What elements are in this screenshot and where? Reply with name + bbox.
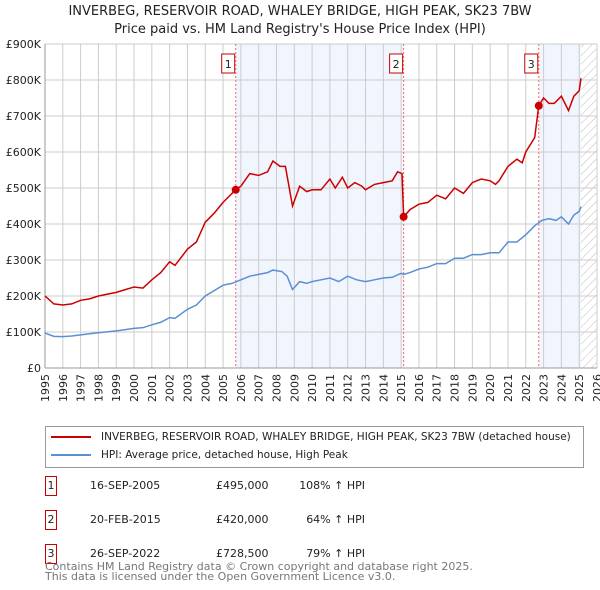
x-tick-label: 2001 (146, 374, 159, 402)
x-tick-label: 2012 (342, 374, 355, 402)
x-tick-label: 2020 (484, 374, 497, 402)
sale-date: 16-SEP-2005 (90, 479, 161, 492)
x-tick-label: 2010 (306, 374, 319, 402)
x-tick-label: 2014 (377, 374, 390, 402)
footer: Contains HM Land Registry data © Crown c… (45, 560, 473, 583)
x-tick-label: 2009 (288, 374, 301, 402)
x-tick-label: 2017 (431, 374, 444, 402)
sale-label-box-2 (389, 53, 404, 74)
legend-property-label: INVERBEG, RESERVOIR ROAD, WHALEY BRIDGE,… (101, 431, 571, 443)
sale-label-3: 3 (528, 58, 535, 71)
x-tick-label: 2018 (449, 374, 462, 402)
sale-point-2 (399, 212, 408, 221)
sale-label-box-3 (524, 53, 539, 74)
x-tick-label: 2007 (253, 374, 266, 402)
x-tick-label: 1999 (110, 374, 123, 402)
x-tick-label: 2025 (573, 374, 586, 402)
sale-row: 1 16-SEP-2005 £495,000 108% ↑ HPI (45, 476, 445, 496)
sale-row: 3 26-SEP-2022 £728,500 79% ↑ HPI (45, 544, 445, 564)
x-tick-label: 2016 (413, 374, 426, 402)
sale-point-1 (231, 185, 240, 194)
sale-hpi-change: 64% ↑ HPI (306, 513, 365, 526)
x-tick-label: 2026 (591, 374, 600, 402)
x-tick-label: 1996 (57, 374, 70, 402)
x-tick-label: 2008 (270, 374, 283, 402)
y-tick-label: £300K (6, 254, 42, 267)
footer-line-2: This data is licensed under the Open Gov… (45, 570, 396, 583)
x-tick-label: 2005 (217, 374, 230, 402)
y-tick-label: £800K (6, 74, 42, 87)
x-tick-label: 2013 (360, 374, 373, 402)
y-tick-label: £200K (6, 290, 42, 303)
sale-price: £420,000 (216, 513, 269, 526)
sale-number-box: 2 (45, 510, 57, 530)
sale-point-3 (534, 101, 543, 110)
property-price-line (44, 78, 582, 306)
sale-label-1: 1 (225, 58, 232, 71)
x-tick-label: 2011 (324, 374, 337, 402)
x-tick-label: 2023 (538, 374, 551, 402)
y-tick-label: £900K (6, 38, 42, 51)
hpi-line (44, 206, 582, 338)
x-tick-label: 2021 (502, 374, 515, 402)
x-tick-label: 2024 (555, 374, 568, 402)
x-tick-label: 2015 (395, 374, 408, 402)
forecast-hatch (580, 44, 597, 368)
y-tick-label: £600K (6, 146, 42, 159)
sale-number-box: 1 (45, 476, 57, 496)
legend-red-line (51, 436, 91, 438)
ownership-shade-2 (538, 44, 581, 368)
sale-date: 20-FEB-2015 (90, 513, 161, 526)
sale-hpi-change: 108% ↑ HPI (299, 479, 365, 492)
x-tick-label: 2022 (520, 374, 533, 402)
x-tick-label: 1998 (92, 374, 105, 402)
chart-subtitle: Price paid vs. HM Land Registry's House … (114, 22, 486, 37)
x-tick-label: 1997 (75, 374, 88, 402)
chart-title: INVERBEG, RESERVOIR ROAD, WHALEY BRIDGE,… (68, 4, 532, 19)
x-tick-label: 2003 (181, 374, 194, 402)
ownership-shade-1 (235, 44, 404, 368)
x-tick-label: 2002 (164, 374, 177, 402)
sale-hpi-change: 79% ↑ HPI (306, 547, 365, 560)
x-tick-label: 2019 (466, 374, 479, 402)
sale-price: £495,000 (216, 479, 269, 492)
footer-line-1: Contains HM Land Registry data © Crown c… (45, 560, 473, 573)
y-tick-label: £400K (6, 218, 42, 231)
sale-label-2: 2 (393, 58, 400, 71)
sale-row: 2 20-FEB-2015 £420,000 64% ↑ HPI (45, 510, 445, 530)
price-chart: 1995 1996 1997 1998 1999 2000 2001 2002 2003 2004… (6, 38, 600, 402)
y-tick-label: £100K (6, 326, 42, 339)
sale-label-box-1 (221, 53, 236, 74)
legend-blue-line (51, 454, 91, 456)
legend-hpi-label: HPI: Average price, detached house, High… (101, 449, 348, 461)
sale-number-box: 3 (45, 544, 57, 564)
x-tick-label: 2000 (128, 374, 141, 402)
x-tick-label: 2006 (235, 374, 248, 402)
y-tick-label: £0 (27, 362, 41, 375)
y-tick-label: £700K (6, 110, 42, 123)
sale-date: 26-SEP-2022 (90, 547, 161, 560)
x-tick-label: 2004 (199, 374, 212, 402)
y-tick-label: £500K (6, 182, 42, 195)
sale-price: £728,500 (216, 547, 269, 560)
legend: INVERBEG, RESERVOIR ROAD, WHALEY BRIDGE,… (45, 426, 584, 468)
x-tick-label: 1995 (39, 374, 52, 402)
